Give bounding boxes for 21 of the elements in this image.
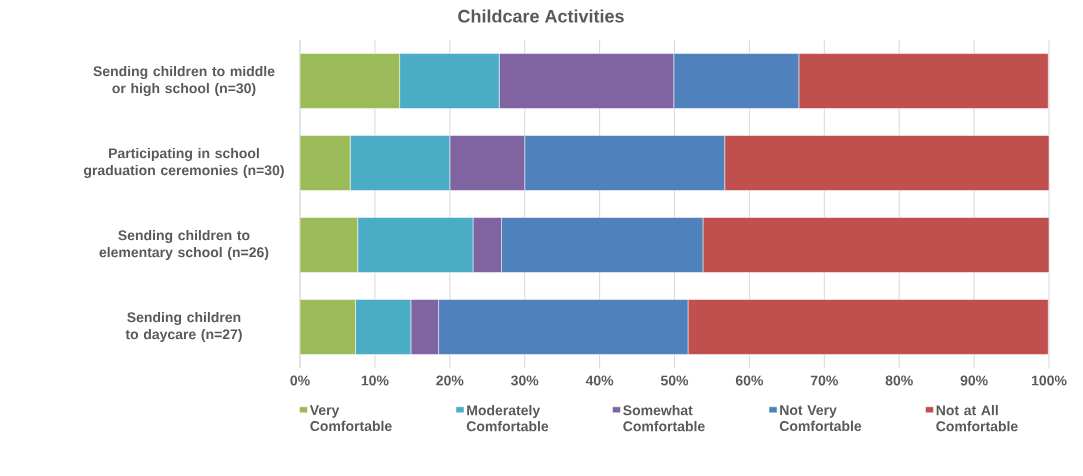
x-tick-label: 90% — [960, 375, 988, 386]
legend-label: Not Very Comfortable — [779, 405, 862, 432]
y-tick-label: Sending children to daycare (n=27) — [125, 311, 242, 343]
x-tick-label: 100% — [1031, 375, 1067, 386]
x-tick-label: 50% — [660, 375, 689, 386]
x-tick-label: 20% — [436, 375, 464, 386]
x-tick-label: 80% — [885, 375, 913, 386]
legend-label: Not at All Comfortable — [936, 405, 1018, 432]
legend-label: Very Comfortable — [309, 405, 392, 432]
x-tick-label: 60% — [735, 375, 764, 386]
x-tick-label: 70% — [810, 375, 838, 386]
y-tick-label: Participating in school graduation ceremonies (n=30) — [83, 147, 284, 179]
x-tick-label: 30% — [511, 375, 539, 386]
y-tick-label: Sending children to middle or high school (n=30) — [93, 65, 275, 97]
legend-label: Somewhat Comfortable — [623, 405, 705, 432]
x-tick-label: 0% — [290, 375, 310, 386]
x-tick-label: 40% — [585, 375, 614, 386]
legend-label: Moderately Comfortable — [466, 405, 549, 432]
chart-title: Childcare Activities — [458, 9, 624, 23]
x-tick-label: 10% — [361, 375, 389, 386]
y-tick-label: Sending children to elementary school (n=26) — [99, 229, 269, 261]
